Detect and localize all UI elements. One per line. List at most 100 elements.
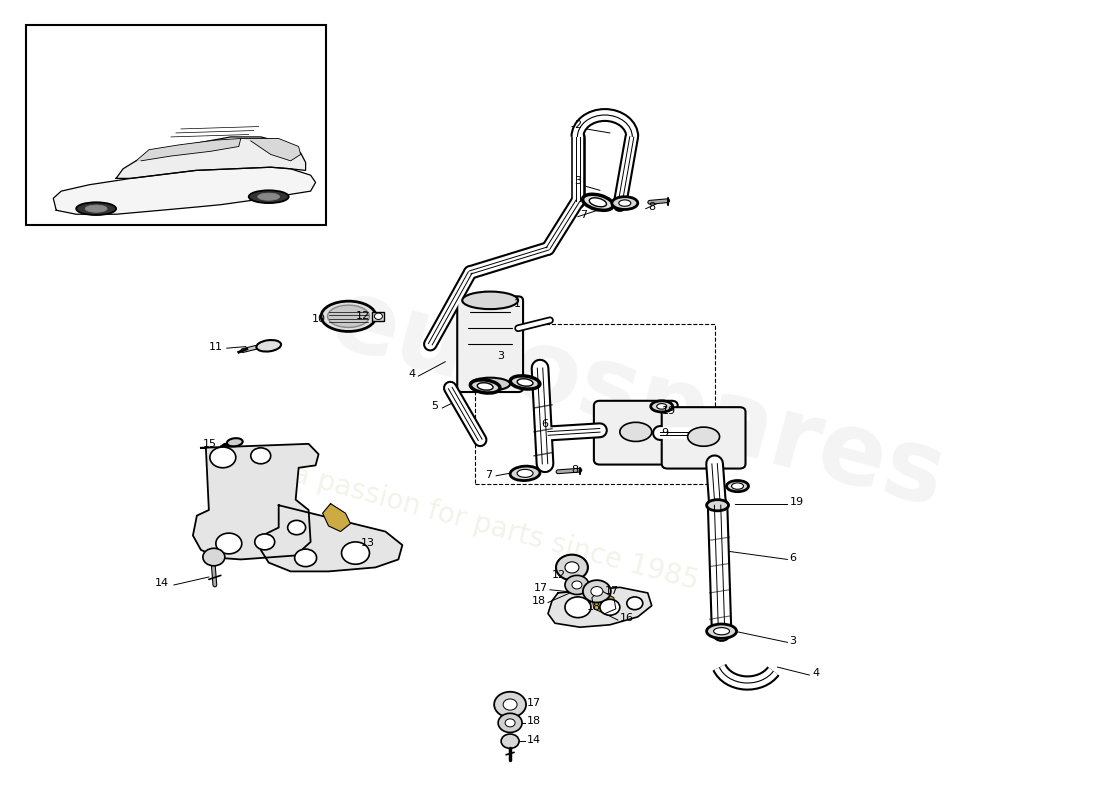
Polygon shape (322, 504, 351, 531)
Ellipse shape (249, 190, 288, 203)
Text: 9: 9 (662, 429, 669, 438)
Circle shape (627, 597, 642, 610)
Text: 3: 3 (790, 636, 796, 646)
Circle shape (295, 549, 317, 566)
Ellipse shape (517, 470, 534, 478)
Ellipse shape (85, 205, 107, 212)
Polygon shape (192, 444, 319, 559)
Text: 8: 8 (571, 465, 579, 475)
Text: 18: 18 (527, 716, 541, 726)
Ellipse shape (657, 403, 667, 409)
Ellipse shape (651, 401, 673, 412)
Text: 6: 6 (790, 553, 796, 563)
Text: 14: 14 (527, 734, 541, 745)
Circle shape (565, 562, 579, 573)
Text: 19: 19 (790, 497, 803, 507)
Text: 3: 3 (574, 176, 581, 186)
FancyBboxPatch shape (594, 401, 678, 465)
Text: 4: 4 (408, 370, 416, 379)
Ellipse shape (227, 438, 243, 446)
Circle shape (572, 581, 582, 589)
Circle shape (505, 719, 515, 727)
Circle shape (565, 575, 588, 594)
Circle shape (251, 448, 271, 464)
FancyBboxPatch shape (26, 26, 326, 225)
Text: 8: 8 (648, 202, 654, 212)
Text: 7: 7 (580, 210, 587, 220)
Ellipse shape (462, 291, 518, 309)
Ellipse shape (257, 193, 279, 200)
Text: 13: 13 (361, 538, 374, 549)
FancyBboxPatch shape (373, 311, 384, 321)
Ellipse shape (583, 194, 613, 210)
Circle shape (556, 554, 587, 580)
Text: 3: 3 (497, 351, 504, 361)
Circle shape (288, 520, 306, 534)
Text: 6: 6 (541, 419, 548, 429)
Ellipse shape (510, 376, 540, 389)
Text: eurospares: eurospares (320, 271, 956, 529)
Text: 1: 1 (514, 299, 521, 310)
Polygon shape (117, 137, 306, 178)
Polygon shape (261, 506, 403, 571)
Ellipse shape (590, 198, 606, 206)
Ellipse shape (510, 466, 540, 481)
Ellipse shape (477, 382, 493, 390)
Circle shape (591, 586, 603, 596)
Circle shape (583, 580, 610, 602)
Text: 18: 18 (532, 596, 546, 606)
Circle shape (600, 599, 619, 615)
Ellipse shape (471, 380, 501, 393)
FancyBboxPatch shape (662, 407, 746, 469)
Text: 16: 16 (619, 614, 634, 623)
Polygon shape (592, 590, 616, 614)
Text: 17: 17 (534, 583, 548, 593)
Ellipse shape (727, 481, 748, 492)
Ellipse shape (706, 500, 728, 511)
Text: 7: 7 (485, 470, 492, 480)
Circle shape (374, 313, 383, 319)
Ellipse shape (256, 340, 282, 351)
Ellipse shape (321, 301, 376, 331)
Circle shape (210, 447, 235, 468)
Circle shape (494, 692, 526, 718)
Text: 4: 4 (812, 669, 820, 678)
Ellipse shape (612, 197, 638, 210)
Ellipse shape (76, 202, 117, 215)
Circle shape (216, 533, 242, 554)
Polygon shape (241, 138, 300, 161)
Ellipse shape (732, 483, 744, 490)
Ellipse shape (619, 200, 630, 206)
FancyBboxPatch shape (458, 296, 524, 392)
Ellipse shape (328, 305, 370, 327)
Text: a passion for parts since 1985: a passion for parts since 1985 (289, 460, 702, 595)
Text: 5: 5 (431, 402, 438, 411)
Text: 19: 19 (662, 406, 675, 416)
Ellipse shape (470, 378, 510, 390)
Text: 2: 2 (574, 120, 581, 130)
Polygon shape (53, 167, 316, 214)
Circle shape (498, 714, 522, 733)
Ellipse shape (517, 378, 534, 386)
Circle shape (502, 734, 519, 748)
Text: 15: 15 (202, 439, 217, 449)
Circle shape (202, 548, 224, 566)
Ellipse shape (706, 624, 737, 638)
Circle shape (255, 534, 275, 550)
Text: 12: 12 (552, 570, 567, 580)
Text: 10: 10 (311, 314, 326, 324)
Ellipse shape (619, 422, 651, 442)
Text: 12: 12 (355, 311, 370, 322)
Text: 17: 17 (605, 586, 619, 596)
Circle shape (341, 542, 370, 564)
Polygon shape (136, 138, 241, 161)
Ellipse shape (714, 628, 729, 634)
Polygon shape (548, 587, 651, 627)
Circle shape (503, 699, 517, 710)
Text: 11: 11 (209, 342, 223, 351)
Ellipse shape (688, 427, 719, 446)
Text: 18: 18 (587, 602, 601, 612)
Text: 14: 14 (155, 578, 169, 588)
Circle shape (565, 597, 591, 618)
Text: 17: 17 (527, 698, 541, 708)
